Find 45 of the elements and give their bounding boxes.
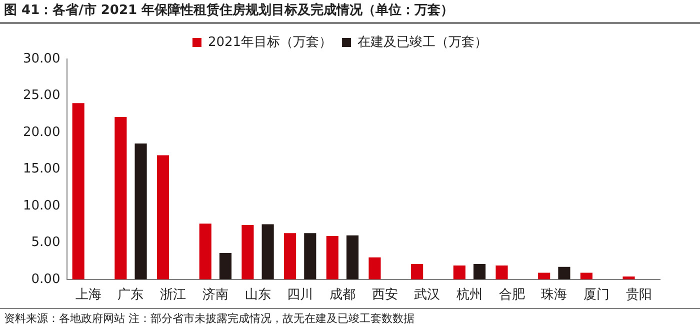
bar (242, 225, 254, 280)
legend-label: 在建及已竣工（万套） (358, 34, 488, 50)
x-tick-label: 厦门 (583, 286, 610, 303)
x-tick-label: 四川 (287, 288, 314, 303)
x-tick-label: 成都 (329, 288, 356, 303)
bar (219, 252, 232, 280)
x-tick-label: 广东 (118, 288, 144, 303)
bar (199, 224, 212, 280)
x-tick-label: 杭州 (455, 288, 482, 303)
bar (368, 257, 381, 280)
bar (473, 264, 486, 280)
bar (453, 265, 466, 280)
legend-label: 2021年目标（万套） (208, 34, 332, 50)
bar (580, 272, 592, 280)
bar (72, 103, 84, 280)
y-tick-label: 10.00 (23, 198, 60, 214)
x-tick-label: 山东 (244, 288, 271, 303)
y-tick-label: 20.00 (23, 124, 60, 140)
text: 资料来源：各地政府网站 注：部分省市未披露完成情况，故无在建及已竣工套数数据 (0, 308, 700, 329)
y-tick-label: 30.00 (23, 51, 60, 66)
bar (134, 143, 147, 280)
x-tick-label: 浙江 (160, 288, 186, 303)
bar (346, 235, 359, 280)
bar (156, 155, 170, 280)
x-tick-label: 贵阳 (626, 288, 652, 303)
x-tick-label: 西安 (372, 286, 398, 303)
bar (262, 224, 274, 280)
bar (496, 265, 508, 280)
x-tick-label: 上海 (75, 288, 102, 303)
y-tick-label: 0.00 (31, 272, 60, 287)
bar (284, 233, 296, 280)
x-tick-label: 武汉 (414, 288, 440, 303)
y-tick-label: 15.00 (23, 162, 60, 177)
y-tick-label: 5.00 (31, 235, 60, 250)
x-tick-label: 济南 (202, 288, 228, 303)
bar (411, 264, 424, 280)
bar (304, 233, 316, 280)
bar (538, 272, 550, 280)
bar (326, 236, 338, 280)
bar (114, 117, 127, 280)
chart-title: 图 41：各省/市 2021 年保障性租赁住房规划目标及完成情况（单位：万套） (0, 0, 700, 24)
x-tick-label: 珠海 (541, 288, 568, 303)
bar (558, 266, 570, 280)
y-tick-label: 25.00 (23, 88, 60, 104)
x-tick-label: 合肥 (498, 288, 525, 303)
